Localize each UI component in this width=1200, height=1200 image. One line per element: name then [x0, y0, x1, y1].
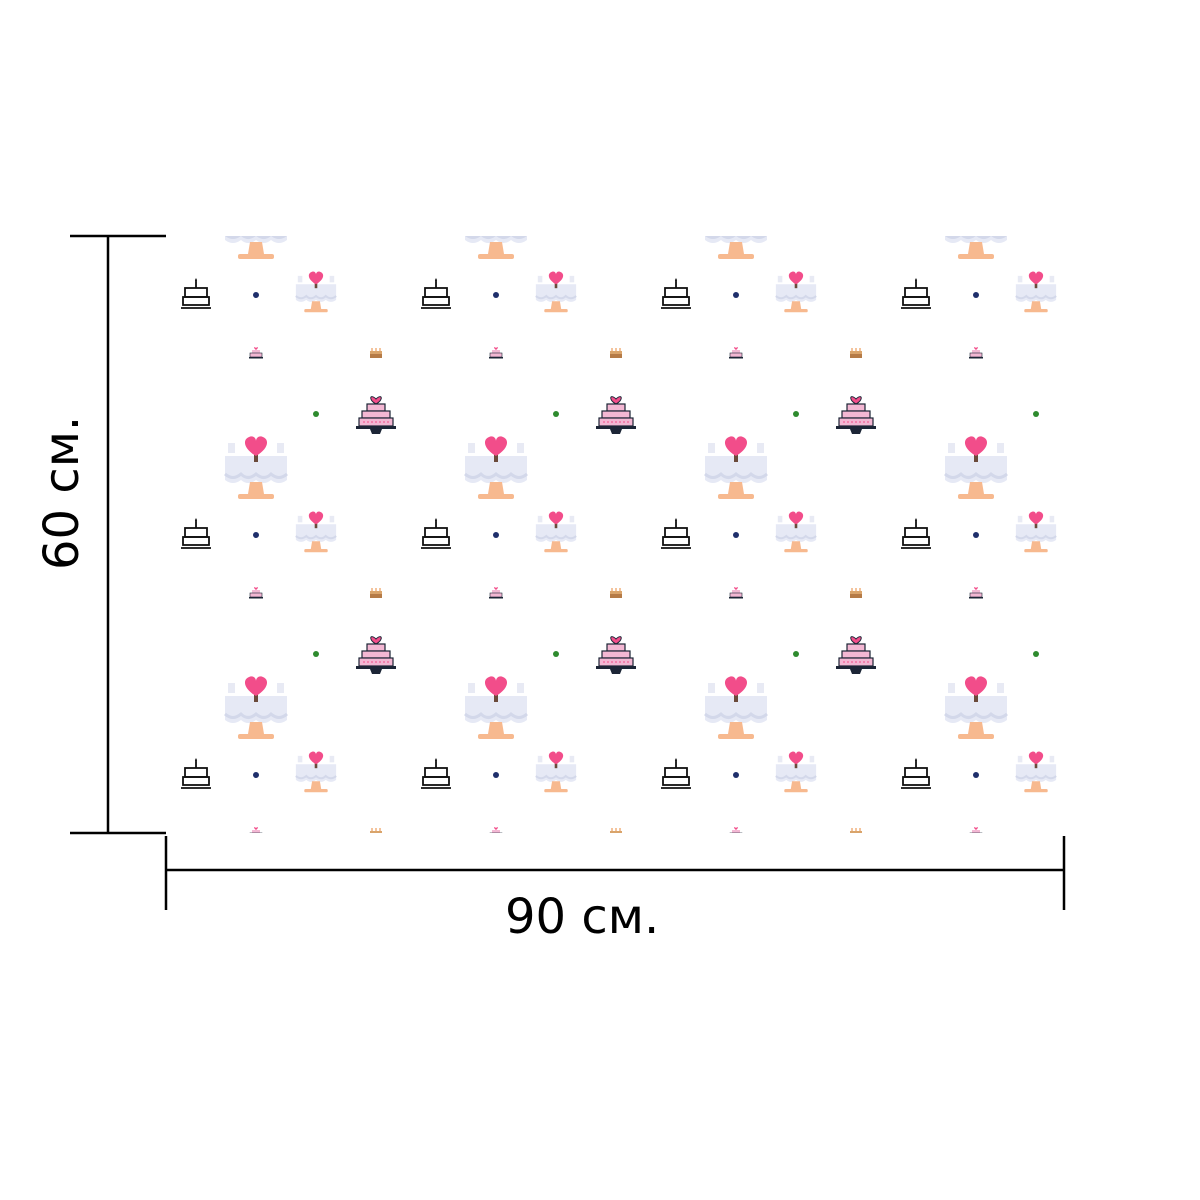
- mini-layered-cake-icon: [1090, 108, 1102, 118]
- navy-dot: [493, 52, 499, 58]
- mini-layered-cake-icon: [969, 107, 983, 118]
- navy-dot: [253, 292, 259, 298]
- birthday-cake-outline-icon: [421, 38, 451, 68]
- tiered-pink-cake-icon: [836, 877, 876, 914]
- green-dot: [553, 651, 559, 657]
- navy-dot: [733, 772, 739, 778]
- green-dot: [793, 891, 799, 897]
- navy-dot: [733, 52, 739, 58]
- navy-dot: [493, 772, 499, 778]
- green-dot: [313, 651, 319, 657]
- mini-layered-cake-icon: [849, 347, 863, 359]
- fabric-print-pattern: [166, 0, 1116, 914]
- mini-layered-cake-icon: [249, 107, 263, 118]
- navy-dot: [733, 292, 739, 298]
- navy-dot: [973, 292, 979, 298]
- mini-layered-cake-icon: [369, 587, 383, 599]
- green-dot: [793, 651, 799, 657]
- tiered-pink-cake-icon: [836, 157, 876, 194]
- navy-dot: [493, 292, 499, 298]
- green-dot: [1033, 171, 1039, 177]
- navy-dot: [973, 532, 979, 538]
- green-dot: [793, 171, 799, 177]
- tiered-pink-cake-icon: [356, 877, 396, 914]
- birthday-cake-outline-icon: [181, 38, 211, 68]
- mini-layered-cake-icon: [849, 827, 863, 833]
- navy-dot: [253, 772, 259, 778]
- tiered-pink-cake-icon: [1076, 877, 1116, 914]
- mini-layered-cake-icon: [369, 347, 383, 359]
- height-dimension-line: [70, 234, 166, 835]
- mini-layered-cake-icon: [849, 587, 863, 599]
- tiered-pink-cake-icon: [356, 157, 396, 194]
- tiered-pink-cake-icon: [1076, 637, 1116, 674]
- green-dot: [313, 891, 319, 897]
- wedding-table-with-hearts-icon: [296, 32, 336, 73]
- green-dot: [793, 411, 799, 417]
- birthday-cake-outline-icon: [901, 38, 931, 68]
- wedding-table-with-hearts-icon: [536, 32, 576, 73]
- tiered-pink-cake-icon: [1076, 157, 1116, 194]
- mini-layered-cake-icon: [370, 108, 382, 118]
- birthday-cake-outline-icon: [661, 38, 691, 68]
- wedding-table-with-hearts-icon: [705, 0, 767, 19]
- navy-dot: [733, 532, 739, 538]
- wedding-table-with-hearts-icon: [945, 0, 1007, 19]
- green-dot: [1033, 651, 1039, 657]
- mini-layered-cake-icon: [609, 827, 623, 833]
- mini-layered-cake-icon: [1090, 828, 1102, 838]
- mini-layered-cake-icon: [1090, 588, 1102, 598]
- wedding-table-with-hearts-icon: [776, 32, 816, 73]
- width-dimension-line: [164, 836, 1066, 910]
- wedding-table-with-hearts-icon: [225, 0, 287, 19]
- green-dot: [313, 171, 319, 177]
- wedding-table-with-hearts-icon: [465, 0, 527, 19]
- navy-dot: [253, 532, 259, 538]
- tiered-pink-cake-icon: [596, 157, 636, 194]
- mini-layered-cake-icon: [850, 108, 862, 118]
- height-label: 60 см.: [34, 415, 90, 570]
- navy-dot: [973, 772, 979, 778]
- wedding-table-with-hearts-icon: [1016, 32, 1056, 73]
- green-dot: [553, 411, 559, 417]
- mini-layered-cake-icon: [1090, 348, 1102, 358]
- green-dot: [1033, 411, 1039, 417]
- mini-layered-cake-icon: [610, 108, 622, 118]
- mini-layered-cake-icon: [609, 587, 623, 599]
- green-dot: [313, 411, 319, 417]
- mini-layered-cake-icon: [369, 827, 383, 833]
- mini-layered-cake-icon: [729, 107, 743, 118]
- navy-dot: [253, 52, 259, 58]
- width-label: 90 см.: [505, 889, 660, 945]
- green-dot: [1033, 891, 1039, 897]
- mini-layered-cake-icon: [489, 107, 503, 118]
- navy-dot: [493, 532, 499, 538]
- tiered-pink-cake-icon: [1076, 397, 1116, 434]
- navy-dot: [973, 52, 979, 58]
- mini-layered-cake-icon: [609, 347, 623, 359]
- green-dot: [553, 171, 559, 177]
